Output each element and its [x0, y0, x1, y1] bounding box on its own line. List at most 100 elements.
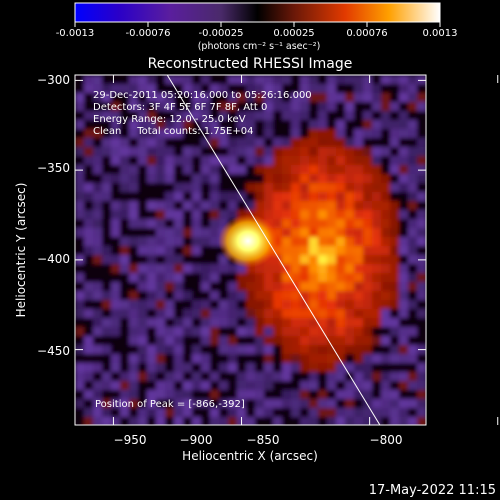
heatmap-cell — [174, 138, 184, 148]
heatmap-cell — [264, 120, 274, 130]
heatmap-cell — [120, 201, 130, 211]
heatmap-cell — [210, 201, 220, 211]
heatmap-cell — [201, 183, 211, 193]
heatmap-cell — [291, 237, 301, 247]
heatmap-cell — [201, 84, 211, 94]
heatmap-cell — [255, 282, 265, 292]
heatmap-cell — [93, 192, 103, 202]
heatmap-cell — [120, 381, 130, 391]
heatmap-cell — [381, 273, 391, 283]
heatmap-cell — [399, 84, 409, 94]
heatmap-cell — [345, 282, 355, 292]
heatmap-cell — [381, 93, 391, 103]
heatmap-cell — [291, 399, 301, 409]
heatmap-cell — [318, 399, 328, 409]
heatmap-cell — [219, 201, 229, 211]
heatmap-cell — [192, 165, 202, 175]
heatmap-cell — [408, 345, 418, 355]
heatmap-cell — [84, 282, 94, 292]
heatmap-cell — [417, 138, 426, 148]
heatmap-cell — [318, 102, 328, 112]
heatmap-cell — [183, 309, 193, 319]
heatmap-cell — [84, 84, 94, 94]
heatmap-cell — [291, 345, 301, 355]
heatmap-cell — [210, 390, 220, 400]
heatmap-cell — [102, 192, 112, 202]
heatmap-cell — [318, 282, 328, 292]
heatmap-cell — [183, 129, 193, 139]
heatmap-cell — [228, 318, 238, 328]
heatmap-cell — [327, 282, 337, 292]
heatmap-cell — [102, 327, 112, 337]
heatmap-cell — [354, 156, 364, 166]
heatmap-cell — [219, 219, 229, 229]
heatmap-cell — [120, 408, 130, 418]
heatmap-cell — [264, 354, 274, 364]
heatmap-cell — [138, 210, 148, 220]
heatmap-cell — [390, 183, 400, 193]
heatmap-cell — [264, 264, 274, 274]
heatmap-cell — [210, 174, 220, 184]
heatmap-cell — [120, 291, 130, 301]
heatmap-cell — [147, 201, 157, 211]
heatmap-cell — [345, 273, 355, 283]
heatmap-cell — [84, 237, 94, 247]
heatmap-cell — [264, 363, 274, 373]
heatmap-cell — [354, 192, 364, 202]
heatmap-cell — [201, 165, 211, 175]
heatmap-cell — [255, 408, 265, 418]
heatmap-cell — [138, 201, 148, 211]
heatmap-cell — [417, 408, 426, 418]
heatmap-cell — [282, 390, 292, 400]
heatmap-cell — [129, 399, 139, 409]
heatmap-cell — [111, 318, 121, 328]
heatmap-cell — [273, 219, 283, 229]
heatmap-cell — [120, 390, 130, 400]
heatmap-cell — [291, 354, 301, 364]
heatmap-cell — [363, 228, 373, 238]
heatmap-cell — [300, 408, 310, 418]
heatmap-cell — [183, 372, 193, 382]
heatmap-cell — [129, 102, 139, 112]
heatmap-cell — [345, 372, 355, 382]
heatmap-cell — [120, 210, 130, 220]
heatmap-cell — [174, 111, 184, 121]
heatmap-cell — [372, 75, 382, 85]
heatmap-cell — [381, 327, 391, 337]
heatmap-cell — [354, 273, 364, 283]
heatmap-cell — [309, 138, 319, 148]
heatmap-cell — [345, 102, 355, 112]
heatmap-cell — [273, 138, 283, 148]
heatmap-cell — [255, 327, 265, 337]
heatmap-cell — [381, 300, 391, 310]
heatmap-cell — [354, 111, 364, 121]
heatmap-cell — [291, 363, 301, 373]
heatmap-cell — [291, 84, 301, 94]
heatmap-cell — [228, 174, 238, 184]
heatmap-cell — [372, 102, 382, 112]
heatmap-cell — [300, 183, 310, 193]
heatmap-cell — [399, 210, 409, 220]
heatmap-cell — [399, 228, 409, 238]
heatmap-cell — [327, 318, 337, 328]
heatmap-cell — [237, 408, 247, 418]
heatmap-cell — [309, 291, 319, 301]
heatmap-cell — [381, 399, 391, 409]
heatmap-cell — [165, 363, 175, 373]
heatmap-cell — [408, 174, 418, 184]
heatmap-cell — [318, 363, 328, 373]
heatmap-cell — [327, 102, 337, 112]
heatmap-cell — [318, 237, 328, 247]
heatmap-cell — [372, 399, 382, 409]
heatmap-cell — [138, 129, 148, 139]
heatmap-cell — [354, 300, 364, 310]
heatmap-cell — [246, 390, 256, 400]
heatmap-cell — [363, 174, 373, 184]
heatmap-cell — [399, 264, 409, 274]
heatmap-cell — [111, 282, 121, 292]
heatmap-cell — [399, 354, 409, 364]
heatmap-cell — [264, 309, 274, 319]
heatmap-cell — [156, 174, 166, 184]
heatmap-cell — [147, 399, 157, 409]
heatmap-cell — [309, 228, 319, 238]
